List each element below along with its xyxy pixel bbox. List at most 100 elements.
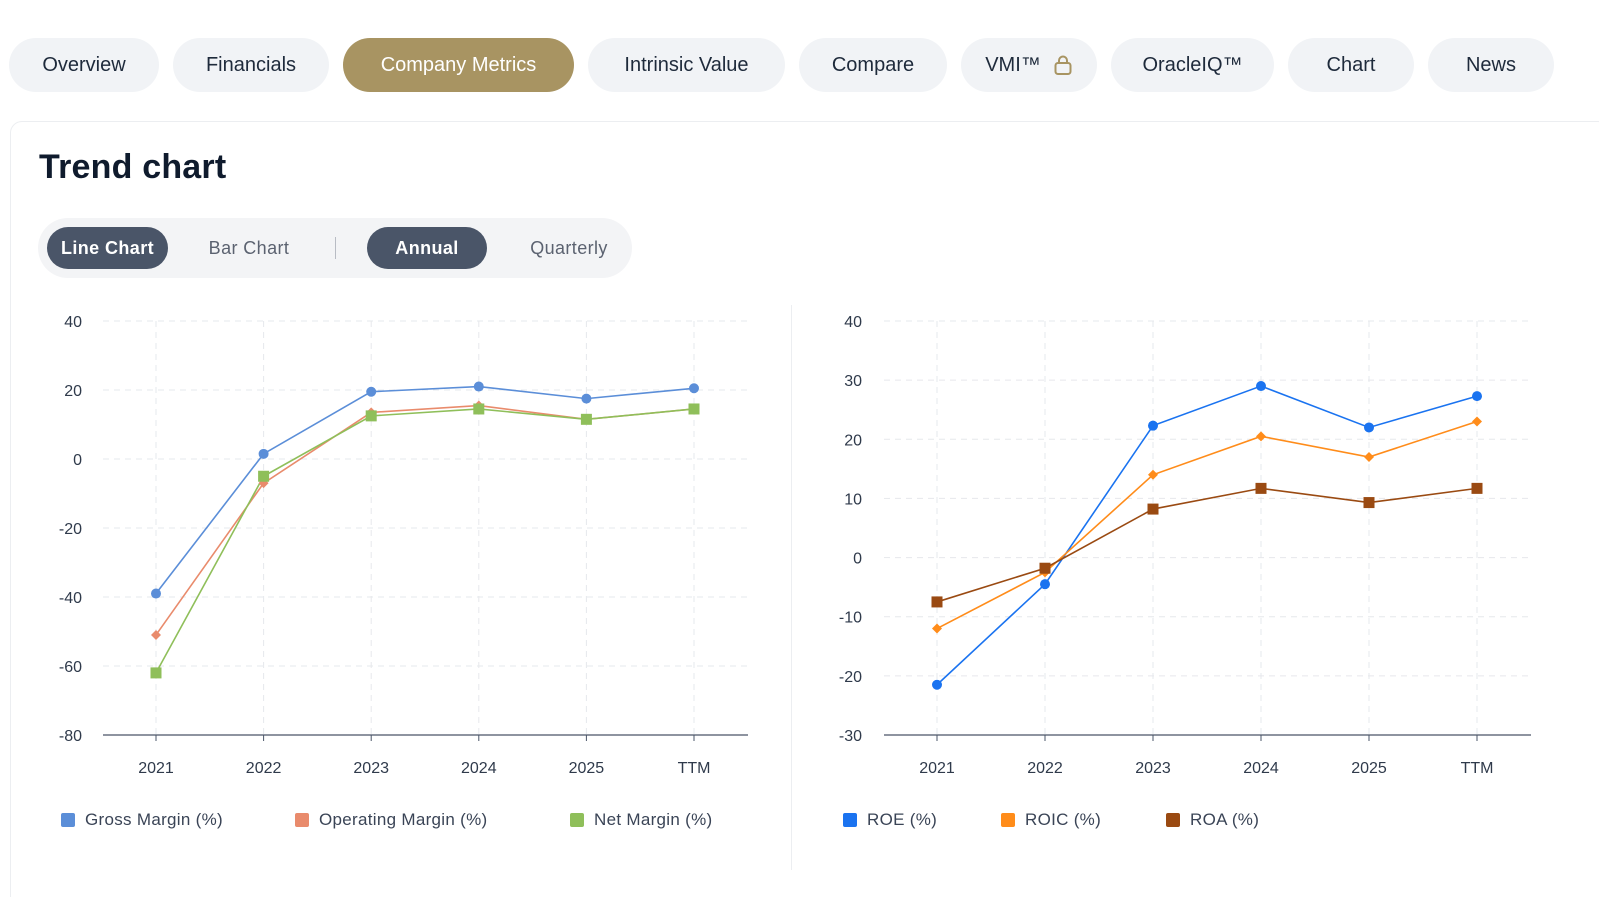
data-point xyxy=(1040,579,1050,590)
data-point xyxy=(1364,452,1374,463)
data-point xyxy=(151,629,161,640)
data-point xyxy=(931,596,943,608)
y-tick-label: -30 xyxy=(839,728,862,745)
tab-chart[interactable]: Chart xyxy=(1288,38,1414,92)
lock-icon xyxy=(1053,54,1073,76)
data-point xyxy=(932,679,942,690)
x-tick-label: 2025 xyxy=(1351,760,1387,777)
tab-label: News xyxy=(1465,53,1516,76)
x-tick-label: 2024 xyxy=(461,760,497,777)
x-tick-label: 2022 xyxy=(1027,760,1063,777)
annual-button[interactable]: Annual xyxy=(367,227,487,269)
legend-item-roe[interactable]: ROE (%) xyxy=(843,810,1001,830)
margins-line-chart: 40 20 0 -20 -40 -60 -80 2021 2022 2023 2024 2025 TTM xyxy=(59,314,748,777)
tab-vmi[interactable]: VMI™ xyxy=(961,38,1097,92)
data-point xyxy=(365,410,377,422)
data-point xyxy=(689,383,699,394)
tab-financials[interactable]: Financials xyxy=(173,38,329,92)
data-point xyxy=(1148,469,1158,480)
legend-swatch xyxy=(61,813,75,827)
tab-label: Compare xyxy=(831,53,915,76)
tab-label: VMI™ xyxy=(985,53,1041,76)
tab-label: Financials xyxy=(205,53,297,76)
data-point xyxy=(473,403,485,415)
x-tick-label: 2021 xyxy=(138,760,174,777)
tab-label: Overview xyxy=(42,53,126,76)
bar-chart-button[interactable]: Bar Chart xyxy=(208,237,290,258)
data-point xyxy=(151,588,161,599)
toggle-divider xyxy=(335,237,336,259)
data-point xyxy=(1039,562,1051,574)
y-tick-label: -40 xyxy=(59,590,82,607)
y-tick-label: -80 xyxy=(59,728,82,745)
y-tick-label: 40 xyxy=(64,314,82,331)
x-tick-label: 2021 xyxy=(919,760,955,777)
data-point xyxy=(580,413,592,425)
x-tick-label: 2022 xyxy=(246,760,282,777)
y-tick-label: -60 xyxy=(59,659,82,676)
returns-line-chart: 40 30 20 10 0 -10 -20 -30 2021 2022 2023 2024 2025 TT… xyxy=(839,314,1531,777)
tab-oracleiq[interactable]: OracleIQ™ xyxy=(1111,38,1274,92)
legend-label: ROE (%) xyxy=(867,810,938,829)
tab-company-metrics[interactable]: Company Metrics xyxy=(343,38,574,92)
legend-label: ROA (%) xyxy=(1190,810,1260,829)
x-tick-label: 2024 xyxy=(1243,760,1279,777)
legend-item-roic[interactable]: ROIC (%) xyxy=(1001,810,1166,830)
x-tick-label: 2023 xyxy=(353,760,389,777)
tab-overview[interactable]: Overview xyxy=(9,38,159,92)
returns-legend: ROE (%) ROIC (%) ROA (%) xyxy=(843,810,1259,830)
data-point xyxy=(688,403,700,415)
quarterly-button[interactable]: Quarterly xyxy=(530,237,608,258)
data-point xyxy=(1363,497,1375,509)
legend-label: Operating Margin (%) xyxy=(319,810,488,829)
tab-compare[interactable]: Compare xyxy=(799,38,947,92)
chart-view-toggle: Line Chart Bar Chart Annual Quarterly xyxy=(38,218,632,278)
legend-label: ROIC (%) xyxy=(1025,810,1102,829)
y-tick-label: 20 xyxy=(844,432,862,449)
line-chart-button[interactable]: Line Chart xyxy=(47,227,168,269)
series-line xyxy=(155,408,695,674)
data-point xyxy=(366,386,377,397)
series-line xyxy=(155,385,695,595)
legend-swatch xyxy=(1166,813,1180,827)
legend-item-gross-margin[interactable]: Gross Margin (%) xyxy=(61,810,295,830)
data-point xyxy=(1255,482,1267,494)
data-point xyxy=(258,448,269,459)
series-line xyxy=(155,404,695,636)
y-tick-label: 40 xyxy=(844,314,862,331)
tab-label: Company Metrics xyxy=(380,53,537,76)
data-point xyxy=(1471,482,1483,494)
series-line xyxy=(936,487,1478,603)
legend-swatch xyxy=(570,813,584,827)
x-tick-label: 2023 xyxy=(1135,760,1171,777)
data-point xyxy=(150,667,162,679)
data-point xyxy=(1256,431,1266,442)
data-point xyxy=(1148,420,1158,431)
tab-bar: Overview Financials Company Metrics Intr… xyxy=(9,38,1554,92)
y-tick-label: 0 xyxy=(853,551,862,568)
legend-item-roa[interactable]: ROA (%) xyxy=(1166,810,1259,830)
tab-intrinsic-value[interactable]: Intrinsic Value xyxy=(588,38,785,92)
tab-label: Intrinsic Value xyxy=(624,53,749,76)
legend-swatch xyxy=(295,813,309,827)
y-tick-label: 20 xyxy=(64,383,82,400)
legend-item-operating-margin[interactable]: Operating Margin (%) xyxy=(295,810,570,830)
legend-swatch xyxy=(843,813,857,827)
data-point xyxy=(1364,422,1374,433)
margins-legend: Gross Margin (%) Operating Margin (%) Ne… xyxy=(61,810,713,830)
y-tick-label: -20 xyxy=(839,669,862,686)
legend-label: Gross Margin (%) xyxy=(85,810,223,829)
series-line xyxy=(936,385,1478,686)
legend-item-net-margin[interactable]: Net Margin (%) xyxy=(570,810,713,830)
data-point xyxy=(581,393,592,404)
data-point xyxy=(1472,391,1482,402)
data-point xyxy=(1147,503,1159,515)
legend-label: Net Margin (%) xyxy=(594,810,713,829)
tab-label: OracleIQ™ xyxy=(1142,53,1243,76)
y-tick-label: 30 xyxy=(844,373,862,390)
y-tick-label: 0 xyxy=(73,452,82,469)
data-point xyxy=(1256,381,1266,392)
tab-news[interactable]: News xyxy=(1428,38,1554,92)
data-point xyxy=(473,381,484,392)
chart-divider xyxy=(791,305,792,870)
